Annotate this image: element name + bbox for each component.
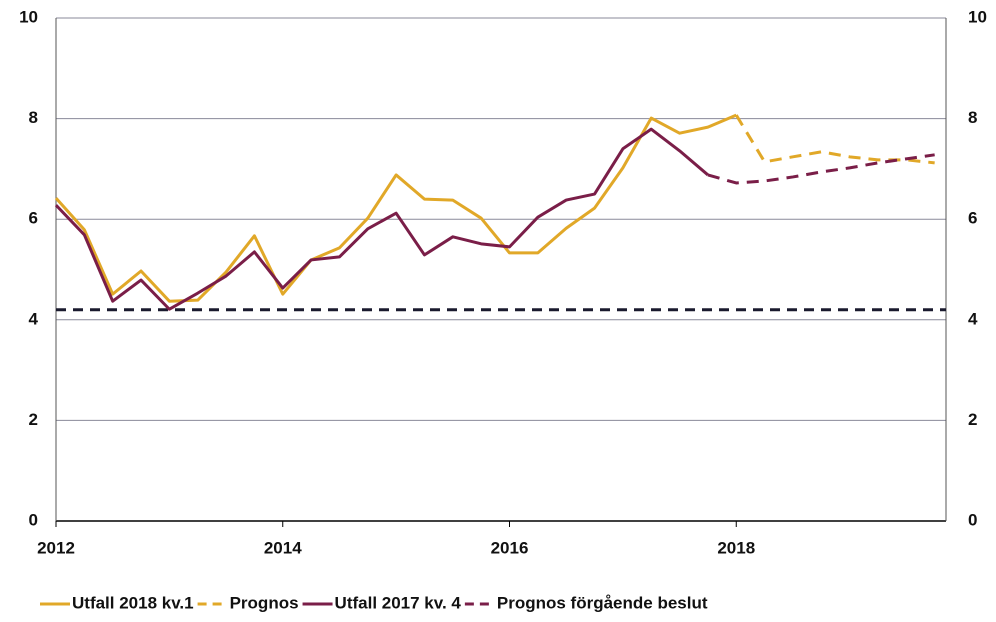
legend-label: Utfall 2018 kv.1 — [72, 593, 194, 612]
y2-tick-label: 4 — [968, 309, 978, 328]
line — [54, 113, 737, 303]
y2-tick-label: 10 — [968, 7, 987, 26]
y-tick-label: 0 — [29, 510, 38, 529]
line — [734, 114, 935, 165]
legend-label: Prognos — [230, 593, 299, 612]
y2-tick-label: 2 — [968, 410, 977, 429]
y-tick-label: 4 — [29, 309, 39, 328]
y2-tick-label: 6 — [968, 209, 977, 228]
y-tick-label: 8 — [29, 108, 38, 127]
y-tick-label: 10 — [19, 7, 38, 26]
x-tick-label: 2018 — [717, 538, 755, 557]
line — [707, 153, 935, 185]
x-tick-label: 2014 — [264, 538, 302, 557]
x-tick-label: 2012 — [37, 538, 75, 557]
y-tick-label: 2 — [29, 410, 38, 429]
y2-tick-label: 8 — [968, 108, 977, 127]
y2-tick-label: 0 — [968, 510, 977, 529]
legend-label: Prognos förgående beslut — [497, 593, 708, 612]
legend-label: Utfall 2017 kv. 4 — [335, 593, 462, 612]
line — [54, 127, 709, 311]
x-tick-label: 2016 — [491, 538, 529, 557]
y-tick-label: 6 — [29, 209, 38, 228]
